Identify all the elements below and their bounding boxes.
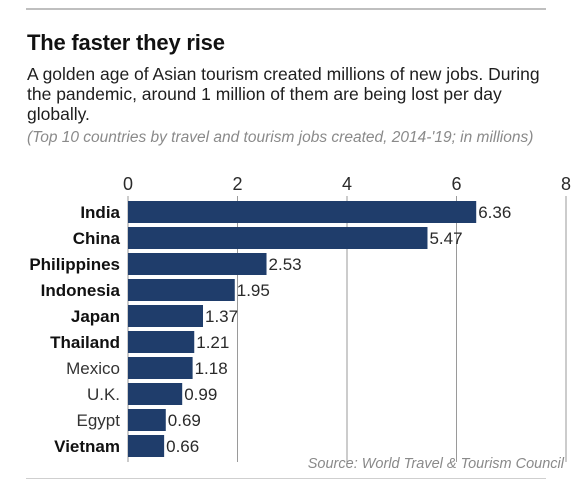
source-note: Source: World Travel & Tourism Council (307, 456, 564, 472)
value-label: 1.21 (196, 333, 229, 352)
category-labels: India China Philippines Indonesia Japan Thail… (29, 203, 120, 456)
category-label: Egypt (77, 411, 121, 430)
bar-indonesia (128, 279, 235, 301)
value-labels: 6.36 5.47 2.53 1.95 1.37 1.21 1.18 0.99 0.69 0.66 (166, 203, 511, 456)
bars (128, 201, 477, 457)
x-axis-ticks: 0 2 4 6 8 (123, 174, 571, 194)
value-label: 5.47 (429, 229, 462, 248)
chart-note: (Top 10 countries by travel and tourism … (27, 129, 534, 146)
bar-egypt (128, 409, 166, 431)
value-label: 1.95 (237, 281, 270, 300)
chart-subtitle: A golden age of Asian tourism created mi… (27, 64, 540, 124)
bar-u-k (128, 383, 183, 405)
value-label: 0.66 (166, 437, 199, 456)
category-label: China (73, 229, 121, 248)
bar-mexico (128, 357, 193, 379)
x-tick-label: 6 (451, 174, 461, 194)
value-label: 6.36 (478, 203, 511, 222)
category-label: India (80, 203, 120, 222)
top-rule (26, 8, 546, 10)
value-label: 0.99 (184, 385, 217, 404)
value-label: 2.53 (269, 255, 302, 274)
bar-vietnam (128, 435, 165, 457)
x-tick-label: 2 (232, 174, 242, 194)
x-tick-label: 0 (123, 174, 133, 194)
bar-japan (128, 305, 204, 327)
category-label: Thailand (50, 333, 120, 352)
value-label: 0.69 (168, 411, 201, 430)
category-label: Indonesia (41, 281, 121, 300)
category-label: Philippines (29, 255, 120, 274)
category-label: Mexico (66, 359, 120, 378)
category-label: Japan (71, 307, 120, 326)
value-label: 1.18 (195, 359, 228, 378)
x-tick-label: 4 (342, 174, 352, 194)
x-tick-label: 8 (561, 174, 571, 194)
bar-india (128, 201, 477, 223)
bar-thailand (128, 331, 195, 353)
chart-title: The faster they rise (27, 30, 225, 55)
bottom-rule (26, 478, 546, 479)
category-label: Vietnam (54, 437, 120, 456)
bar-china (128, 227, 428, 249)
bar-philippines (128, 253, 267, 275)
category-label: U.K. (87, 385, 120, 404)
value-label: 1.37 (205, 307, 238, 326)
